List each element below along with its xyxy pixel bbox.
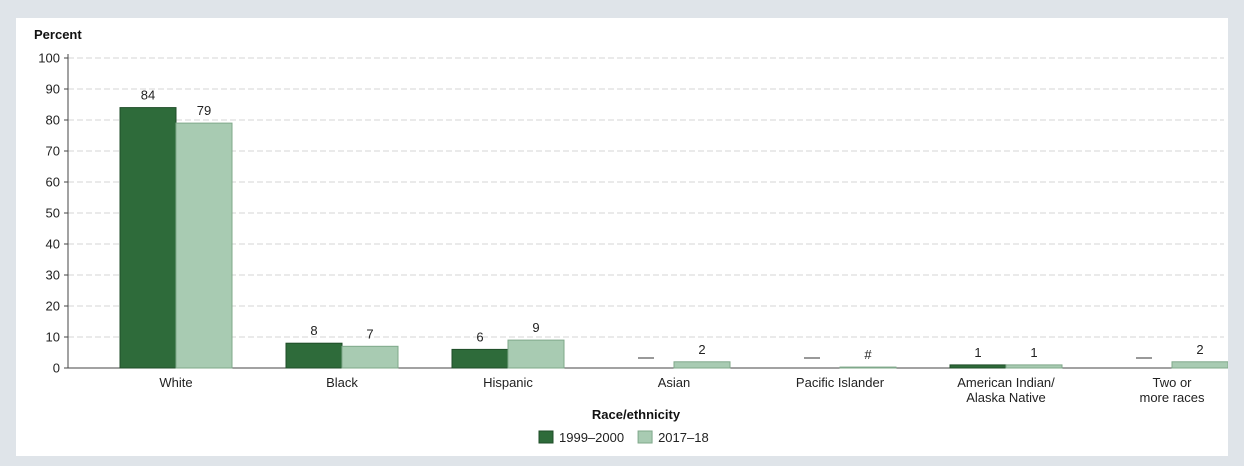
data-label: 2 (698, 342, 705, 357)
y-tick-label: 0 (53, 361, 60, 376)
data-label: 9 (532, 320, 539, 335)
y-tick-label: 20 (46, 299, 60, 314)
bar (839, 366, 897, 369)
y-tick-label: 30 (46, 268, 60, 283)
axes: 0 10 20 30 40 50 60 70 80 90 100 (38, 51, 1224, 376)
y-tick-label: 90 (46, 82, 60, 97)
category-labels: White Black Hispanic Asian Pacific Islander A… (159, 375, 1205, 405)
category-label: American Indian/Alaska Native (957, 375, 1055, 405)
data-labels: 84 79 8 7 6 9 2 #1 1 2 (141, 88, 1204, 362)
bar (119, 107, 177, 369)
bar (175, 122, 233, 369)
category-label: Two or more races (1139, 375, 1205, 405)
category-label: Black (326, 375, 358, 390)
legend-label: 1999–2000 (559, 430, 624, 445)
bars (119, 107, 1228, 369)
y-tick-label: 70 (46, 144, 60, 159)
category-label: Pacific Islander (796, 375, 885, 390)
y-tick-label: 60 (46, 175, 60, 190)
data-label: 6 (476, 329, 483, 344)
data-label: 79 (197, 103, 211, 118)
bar (1171, 361, 1228, 369)
data-label: 84 (141, 88, 155, 103)
legend-swatch (538, 430, 554, 444)
data-label: 2 (1196, 342, 1203, 357)
data-label: # (864, 347, 872, 362)
bar (507, 339, 565, 369)
y-tick-label: 100 (38, 51, 60, 66)
gridlines (68, 57, 1224, 338)
category-label: Hispanic (483, 375, 533, 390)
legend-label: 2017–18 (658, 430, 709, 445)
legend: 1999–2000 2017–18 (538, 430, 709, 445)
bar (341, 345, 399, 369)
bar (673, 361, 731, 369)
x-axis-title: Race/ethnicity (592, 407, 681, 422)
y-tick-label: 40 (46, 237, 60, 252)
category-label: White (159, 375, 192, 390)
category-label: Asian (658, 375, 691, 390)
bar-chart: 0 10 20 30 40 50 60 70 80 90 100 84 79 8 7 6 9 2 #1 1 2 Whi… (34, 27, 1228, 445)
bar (949, 364, 1007, 369)
bar (451, 348, 509, 369)
y-axis-title: Percent (34, 27, 82, 42)
data-label: 8 (310, 323, 317, 338)
legend-swatch (637, 430, 653, 444)
data-label: 1 (974, 345, 981, 360)
y-tick-label: 10 (46, 330, 60, 345)
data-label: 1 (1030, 345, 1037, 360)
data-label: 7 (366, 326, 373, 341)
y-tick-label: 50 (46, 206, 60, 221)
bar (285, 342, 343, 369)
chart-panel: 0 10 20 30 40 50 60 70 80 90 100 84 79 8 7 6 9 2 #1 1 2 Whi… (16, 18, 1228, 456)
y-tick-label: 80 (46, 113, 60, 128)
bar (1005, 364, 1063, 369)
